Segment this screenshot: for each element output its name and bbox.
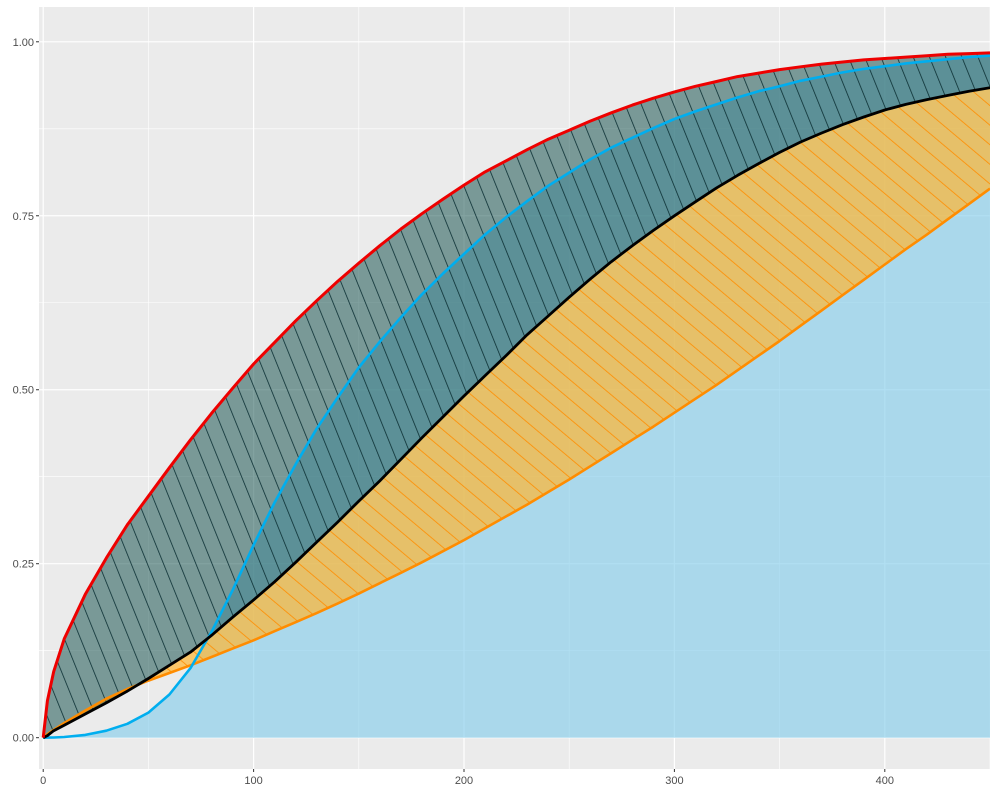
x-axis: 0 100 200 300 400 — [40, 769, 894, 787]
y-tick-label: 1.00 — [13, 37, 34, 49]
x-tick-label: 300 — [665, 775, 683, 787]
line-group — [41, 51, 990, 739]
y-tick-label: 0.75 — [13, 211, 34, 223]
series-line-black — [42, 86, 990, 739]
series-line-blue — [43, 54, 990, 739]
y-tick-label: 0.00 — [13, 733, 34, 745]
y-axis: 0.00 0.25 0.50 0.75 1.00 — [13, 37, 39, 745]
y-tick-label: 0.50 — [13, 385, 34, 397]
y-tick-label: 0.25 — [13, 559, 34, 571]
x-tick-label: 0 — [40, 775, 46, 787]
band-orange-hatch — [43, 87, 990, 738]
x-tick-label: 200 — [455, 775, 473, 787]
series-line-red — [41, 51, 990, 738]
band-dark-hatch — [43, 52, 990, 738]
series-line-orange — [42, 187, 990, 739]
area-group — [43, 52, 990, 738]
x-tick-label: 100 — [244, 775, 262, 787]
x-tick-label: 400 — [876, 775, 894, 787]
